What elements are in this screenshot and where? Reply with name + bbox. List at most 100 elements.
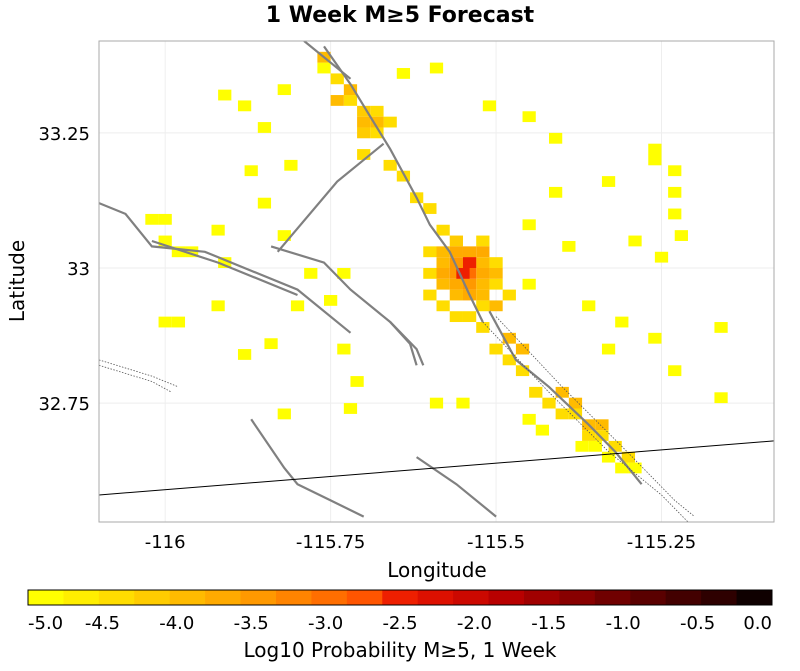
heatmap-cell bbox=[476, 289, 490, 301]
heatmap-cell bbox=[237, 100, 252, 112]
heatmap-cell bbox=[668, 365, 682, 377]
heatmap-cell bbox=[562, 240, 576, 252]
colorbar-swatch bbox=[488, 590, 525, 605]
heatmap-cell bbox=[436, 257, 450, 268]
heatmap-cell bbox=[456, 397, 470, 409]
colorbar-swatch bbox=[417, 590, 454, 605]
x-tick-label: -116 bbox=[145, 532, 186, 553]
colorbar-swatch bbox=[701, 590, 738, 605]
heatmap-cell bbox=[575, 440, 589, 452]
heatmap-cell bbox=[522, 111, 536, 123]
heatmap-cell bbox=[476, 300, 490, 312]
colorbar-tick-label: 0.0 bbox=[743, 613, 772, 634]
heatmap-cell bbox=[277, 84, 291, 96]
heatmap-cell bbox=[277, 408, 291, 420]
heatmap-cell bbox=[476, 278, 490, 290]
heatmap-cell bbox=[337, 267, 351, 279]
heatmap-cell bbox=[714, 392, 728, 404]
heatmap-cell bbox=[476, 246, 490, 258]
heatmap-cell bbox=[237, 349, 252, 360]
heatmap-cell bbox=[449, 257, 463, 268]
heatmap-cell bbox=[456, 267, 470, 279]
heatmap-cell bbox=[185, 246, 199, 258]
heatmap-cell bbox=[158, 316, 172, 328]
heatmap-cell bbox=[535, 424, 549, 436]
fault-line bbox=[270, 245, 425, 366]
heatmap-cell bbox=[330, 95, 344, 106]
heatmap-cell bbox=[350, 376, 364, 387]
heatmap-cell bbox=[370, 116, 384, 128]
heatmap-cell bbox=[423, 289, 437, 301]
heatmap-cell bbox=[462, 246, 477, 258]
heatmap-cell bbox=[601, 343, 616, 355]
fault-line bbox=[389, 321, 418, 366]
colorbar-swatch bbox=[559, 590, 596, 605]
fault-line bbox=[495, 316, 695, 517]
colorbar-swatch bbox=[524, 590, 560, 605]
heatmap-cell bbox=[621, 451, 636, 463]
x-axis-label: Longitude bbox=[387, 558, 486, 582]
heatmap-cell bbox=[582, 430, 596, 441]
heatmap-cell bbox=[648, 154, 662, 166]
colorbar-swatch bbox=[28, 590, 64, 605]
heatmap-cell bbox=[489, 278, 503, 290]
colorbar-frame bbox=[27, 589, 773, 606]
fault-line bbox=[488, 310, 643, 485]
heatmap-cell bbox=[502, 289, 516, 301]
heatmap-cell bbox=[145, 213, 159, 225]
heatmap-cell bbox=[482, 100, 497, 112]
heatmap-cell bbox=[211, 224, 225, 236]
heatmap-cell bbox=[423, 203, 437, 214]
heatmap-cell bbox=[264, 338, 278, 350]
heatmap-cell bbox=[158, 213, 172, 225]
heatmap-cell bbox=[549, 132, 563, 144]
heatmap-cell bbox=[436, 300, 450, 312]
heatmap-cell bbox=[383, 159, 397, 171]
heatmap-cell bbox=[601, 451, 616, 463]
fault-line bbox=[151, 239, 298, 297]
heatmap-cell bbox=[654, 251, 669, 263]
heatmap-cell bbox=[211, 300, 225, 312]
heatmap-cell bbox=[357, 149, 371, 160]
fault-line bbox=[482, 321, 689, 522]
colorbar-tick-label: -0.5 bbox=[680, 613, 715, 634]
x-tick-label: -115.75 bbox=[296, 532, 365, 553]
heatmap-cell bbox=[542, 397, 556, 409]
chart-title: 1 Week M≥5 Forecast bbox=[266, 3, 535, 28]
heatmap-cell bbox=[449, 246, 463, 258]
y-tick-label: 33 bbox=[67, 259, 90, 280]
heatmap-cell bbox=[429, 397, 444, 409]
heatmap-cell bbox=[436, 224, 450, 236]
colorbar-swatch bbox=[169, 590, 206, 605]
x-tick-labels: -116 -115.75 -115.5 -115.25 bbox=[145, 532, 696, 553]
heatmap-cell bbox=[277, 230, 291, 241]
plot-frame bbox=[98, 40, 775, 523]
heatmap-cell bbox=[304, 267, 318, 279]
heatmap-cell bbox=[396, 170, 411, 182]
heatmap-cell bbox=[595, 419, 609, 431]
heatmap-cell bbox=[462, 257, 477, 268]
colorbar-tick-label: -1.0 bbox=[606, 613, 641, 634]
heatmap-cell bbox=[489, 300, 503, 312]
heatmap-cell bbox=[674, 230, 688, 241]
border-line bbox=[99, 440, 774, 496]
fault-line bbox=[99, 364, 172, 393]
heatmap-cell bbox=[489, 343, 503, 355]
fault-line bbox=[415, 456, 497, 518]
colorbar-swatch bbox=[98, 590, 135, 605]
heatmap-cell bbox=[522, 219, 536, 231]
heatmap-cell bbox=[648, 332, 662, 344]
heatmap-cell bbox=[668, 208, 682, 220]
heatmap-cell bbox=[396, 68, 411, 79]
heatmap-cell bbox=[502, 354, 516, 366]
heatmap-cell bbox=[502, 332, 516, 344]
colorbar-swatch bbox=[63, 590, 100, 605]
heatmap-cell bbox=[343, 95, 358, 106]
fault-line bbox=[250, 418, 365, 518]
fault-line bbox=[99, 202, 352, 334]
heatmap-cells bbox=[145, 51, 728, 474]
heatmap-cell bbox=[522, 278, 536, 290]
fault-line bbox=[323, 45, 484, 323]
heatmap-cell bbox=[171, 246, 186, 258]
heatmap-cell bbox=[529, 386, 543, 398]
